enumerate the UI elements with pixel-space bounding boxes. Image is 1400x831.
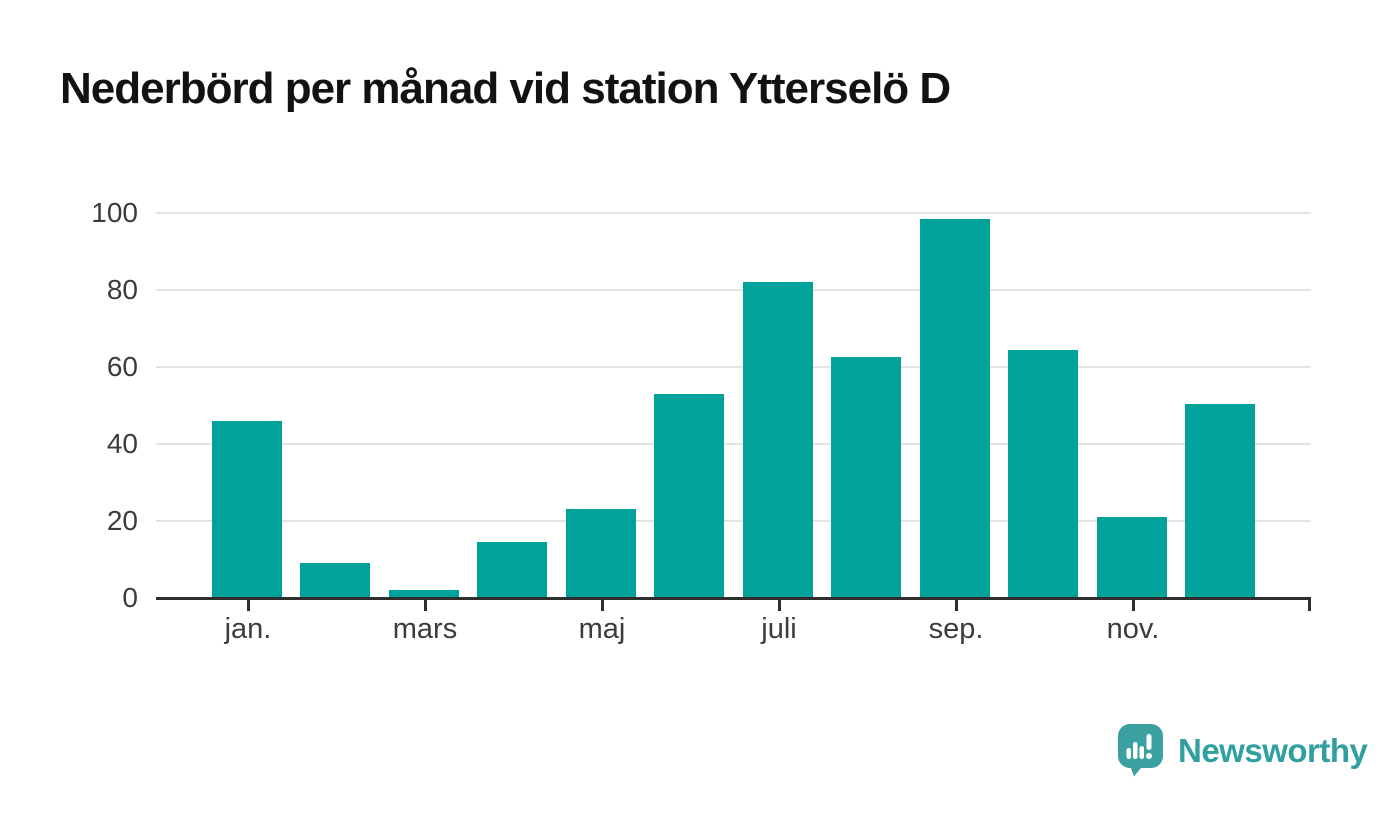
y-axis-tick-label: 40 <box>106 428 138 459</box>
x-axis-tick <box>424 600 427 611</box>
bar <box>389 590 459 598</box>
x-axis-tick <box>601 600 604 611</box>
bar <box>743 282 813 598</box>
bar <box>300 563 370 598</box>
x-axis-tick-label: mars <box>392 613 458 645</box>
newsworthy-speech-bubble-chart-icon <box>1117 723 1164 777</box>
bar <box>477 542 547 598</box>
x-axis-tick-label: nov. <box>1106 613 1160 645</box>
grid-line <box>156 212 1311 214</box>
bar <box>831 357 901 598</box>
bar <box>1008 350 1078 598</box>
x-axis-line <box>156 597 1311 600</box>
y-axis-tick-label: 20 <box>106 505 138 536</box>
x-axis-tick <box>1308 600 1311 611</box>
x-axis-tick <box>1132 600 1135 611</box>
grid-line <box>156 289 1311 291</box>
x-axis-tick <box>778 600 781 611</box>
x-axis-tick-label: maj <box>578 613 626 645</box>
bar <box>212 421 282 598</box>
grid-line <box>156 443 1311 445</box>
grid-line <box>156 520 1311 522</box>
bar <box>1185 404 1255 598</box>
x-axis-tick-label: jan. <box>224 613 272 645</box>
x-axis-tick-label: juli <box>761 613 797 645</box>
y-axis-tick-label: 80 <box>106 274 138 305</box>
grid-line <box>156 366 1311 368</box>
x-axis-tick <box>955 600 958 611</box>
newsworthy-logo-text: Newsworthy <box>1178 731 1368 769</box>
bar <box>1097 517 1167 598</box>
x-axis-tick <box>247 600 250 611</box>
x-axis-tick-label: sep. <box>928 613 984 645</box>
bar <box>654 394 724 598</box>
bar <box>920 219 990 598</box>
y-axis-tick-label: 60 <box>106 351 138 382</box>
bar <box>566 509 636 598</box>
y-axis-tick-label: 0 <box>122 582 138 613</box>
newsworthy-logo: Newsworthy <box>1117 723 1368 777</box>
chart-title: Nederbörd per månad vid station Yttersel… <box>60 64 951 113</box>
y-axis-tick-label: 100 <box>91 197 138 228</box>
